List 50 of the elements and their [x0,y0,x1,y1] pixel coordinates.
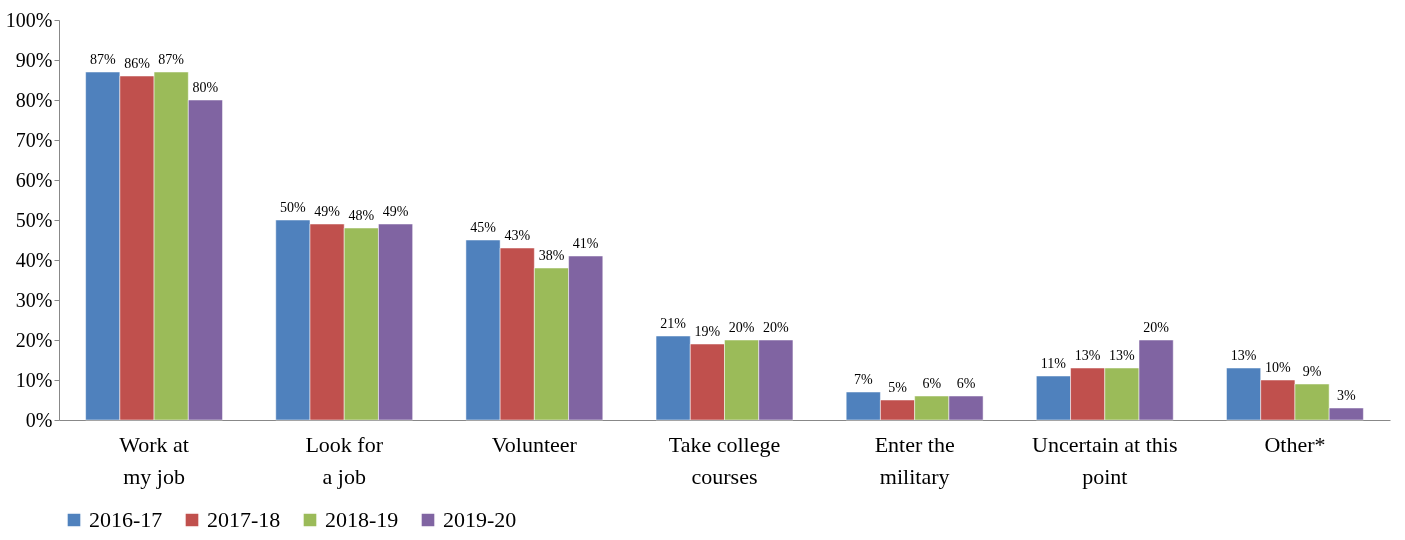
x-tick-label: Take college courses [668,431,781,489]
data-label: 48% [348,208,375,223]
data-label: 7% [853,372,873,387]
data-label: 80% [192,80,219,95]
x-tick-label: Work at my job [119,431,189,489]
data-label: 13% [1230,348,1257,363]
y-tick-label: 90% [15,48,53,71]
y-tick-label: 100% [5,8,53,31]
data-label: 21% [660,316,687,331]
legend-label: 2019-20 [443,507,517,532]
x-tick-label: Look for a job [305,431,384,489]
y-tick-label: 10% [15,368,53,391]
x-tick-label: Volunteer [491,431,578,457]
data-label: 3% [1336,388,1356,403]
data-label: 13% [1109,348,1136,363]
legend-label: 2016-17 [89,507,163,532]
data-label: 6% [922,376,942,391]
y-tick-label: 20% [15,328,53,351]
y-tick-label: 70% [15,128,53,151]
y-tick-label: 40% [15,248,53,271]
y-tick-label: 30% [15,288,53,311]
y-tick-label: 60% [15,168,53,191]
data-label: 49% [314,204,341,219]
y-tick-label: 50% [15,208,53,231]
x-tick-label: Uncertain at this point [1032,431,1178,489]
data-label: 6% [956,376,976,391]
data-label: 86% [124,56,151,71]
data-label: 20% [763,320,789,335]
x-tick-label: Enter the military [874,431,955,489]
y-tick-label: 0% [25,408,53,431]
data-label: 20% [1143,320,1170,335]
legend-label: 2017-18 [207,507,281,532]
legend-label: 2018-19 [325,507,399,532]
data-label: 50% [280,200,307,215]
data-label: 45% [470,220,497,235]
data-label: 10% [1264,360,1291,375]
data-label: 38% [538,248,565,263]
x-tick-label: Other* [1264,431,1326,457]
y-tick-label: 80% [15,88,53,111]
data-label: 9% [1302,364,1322,379]
data-label: 13% [1074,348,1101,363]
data-label: 43% [504,228,531,243]
data-label: 19% [694,324,721,339]
data-label: 20% [728,320,755,335]
data-label: 87% [158,52,185,67]
data-label: 87% [89,52,116,67]
data-label: 11% [1040,356,1067,371]
data-label: 5% [888,380,908,395]
data-label: 41% [572,236,599,251]
data-label: 49% [382,204,409,219]
